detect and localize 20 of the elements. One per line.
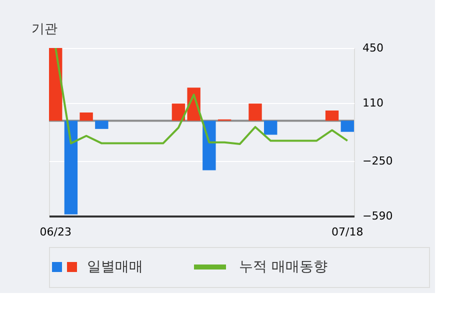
chart-title: 기관 xyxy=(31,22,58,37)
bar xyxy=(80,112,93,121)
bar xyxy=(64,120,78,214)
x-tick-label: 07/18 xyxy=(332,226,364,238)
bar xyxy=(248,104,262,121)
y-tick-label: −590 xyxy=(362,210,393,222)
y-tick-label: 110 xyxy=(362,96,384,110)
bar xyxy=(172,104,186,121)
legend-label: 일별매매 xyxy=(87,259,143,275)
bar xyxy=(202,120,216,170)
legend-label: 누적 매매동향 xyxy=(239,259,328,275)
bar xyxy=(95,120,108,129)
bar xyxy=(325,110,339,121)
y-tick-label: 450 xyxy=(362,42,384,54)
bar xyxy=(49,48,62,121)
bar xyxy=(340,120,354,132)
bar xyxy=(264,120,278,135)
x-tick-label: 06/23 xyxy=(40,226,72,238)
y-tick-label: −250 xyxy=(362,154,393,168)
line-series xyxy=(54,48,348,145)
